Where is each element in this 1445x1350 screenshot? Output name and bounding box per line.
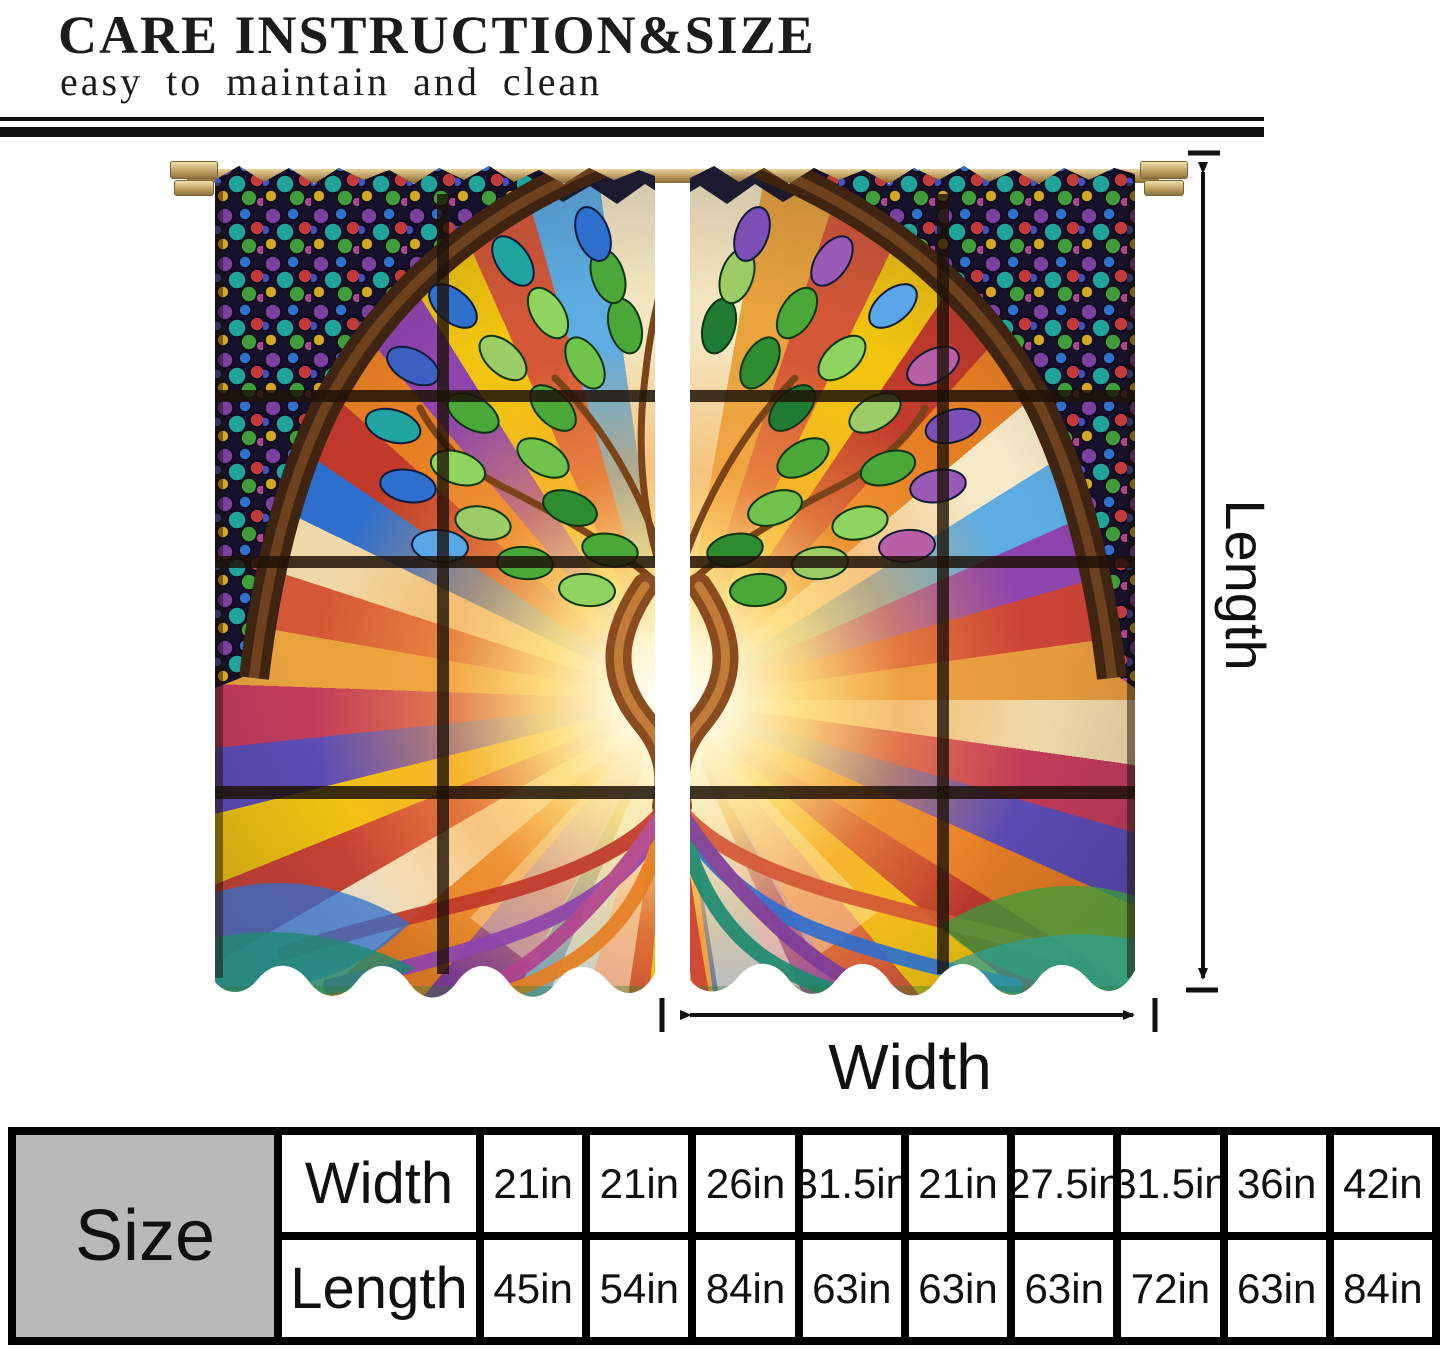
length-value-cell: 63in xyxy=(1227,1240,1326,1337)
width-value-cell: 31.5in xyxy=(1121,1135,1220,1232)
rod-finial-left xyxy=(170,161,218,196)
page-subtitle: easy to maintain and clean xyxy=(60,59,603,104)
rod-finial-right xyxy=(1140,161,1188,196)
width-value-cell: 21in xyxy=(590,1135,689,1232)
size-corner-cell: Size xyxy=(16,1135,274,1337)
pebble-corner-left xyxy=(215,158,600,688)
width-value-cell: 21in xyxy=(908,1135,1008,1232)
page-title: CARE INSTRUCTION&SIZE xyxy=(58,5,816,65)
width-row-label: Width xyxy=(282,1135,476,1232)
length-value-cell: 63in xyxy=(802,1240,901,1337)
width-value-cell: 27.5in xyxy=(1015,1135,1114,1232)
width-value-cell: 42in xyxy=(1333,1135,1432,1232)
curtain-panels xyxy=(215,158,1135,1003)
size-table: Size Width 21in 21in 26in 31.5in 21in 27… xyxy=(8,1127,1440,1345)
curtain-art xyxy=(215,158,1135,1003)
length-label: Length xyxy=(1214,499,1277,671)
width-value-cell: 21in xyxy=(484,1135,583,1232)
length-value-cell: 84in xyxy=(1333,1240,1432,1337)
length-value-cell: 63in xyxy=(908,1240,1008,1337)
length-value-cell: 54in xyxy=(590,1240,689,1337)
divider-thin xyxy=(0,117,1264,121)
length-value-cell: 84in xyxy=(696,1240,795,1337)
bottom-waves xyxy=(215,883,1135,1003)
width-value-cell: 31.5in xyxy=(802,1135,901,1232)
width-value-cell: 36in xyxy=(1227,1135,1326,1232)
length-value-cell: 63in xyxy=(1015,1240,1114,1337)
length-row-label: Length xyxy=(282,1240,476,1337)
width-label: Width xyxy=(828,1031,992,1103)
tree-canopy xyxy=(426,233,919,608)
length-value-cell: 72in xyxy=(1121,1240,1220,1337)
length-value-cell: 45in xyxy=(484,1240,583,1337)
width-value-cell: 26in xyxy=(696,1135,795,1232)
tree-trunk xyxy=(618,586,725,806)
pebble-corner-right xyxy=(760,158,1135,688)
divider-thick xyxy=(0,127,1264,137)
